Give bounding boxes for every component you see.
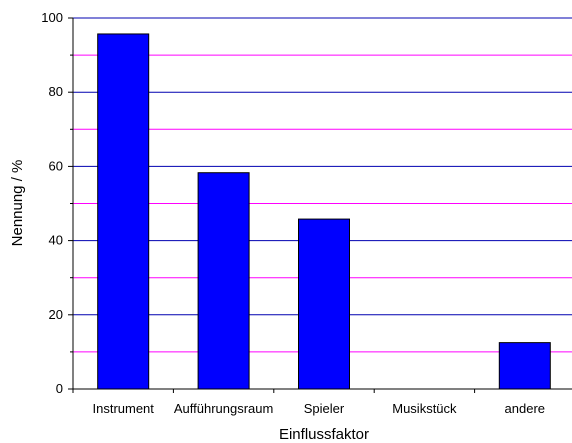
x-tick-label: Instrument	[92, 401, 154, 416]
tick-labels: 0 20 40 60 80 100 Instrument Aufführungsraum Spi…	[41, 10, 545, 416]
y-tick-label: 0	[56, 381, 63, 396]
x-tick-label: Musikstück	[392, 401, 457, 416]
bars	[97, 33, 551, 390]
y-tick-label: 60	[49, 158, 63, 173]
bar-instrument	[97, 33, 150, 390]
x-tick-label: Spieler	[304, 401, 345, 416]
y-axis-title: Nennung / %	[9, 160, 26, 247]
y-tick-label: 20	[49, 307, 63, 322]
y-tick-label: 100	[41, 10, 63, 25]
bar-andere	[498, 342, 551, 390]
bar-aufführungsraum	[197, 172, 250, 390]
x-axis-title: Einflussfaktor	[279, 426, 369, 443]
x-tick-label: andere	[505, 401, 545, 416]
axes	[68, 17, 572, 393]
y-tick-label: 40	[49, 233, 63, 248]
y-tick-label: 80	[49, 84, 63, 99]
x-tick-label: Aufführungsraum	[174, 401, 274, 416]
bar-spieler	[298, 218, 350, 390]
